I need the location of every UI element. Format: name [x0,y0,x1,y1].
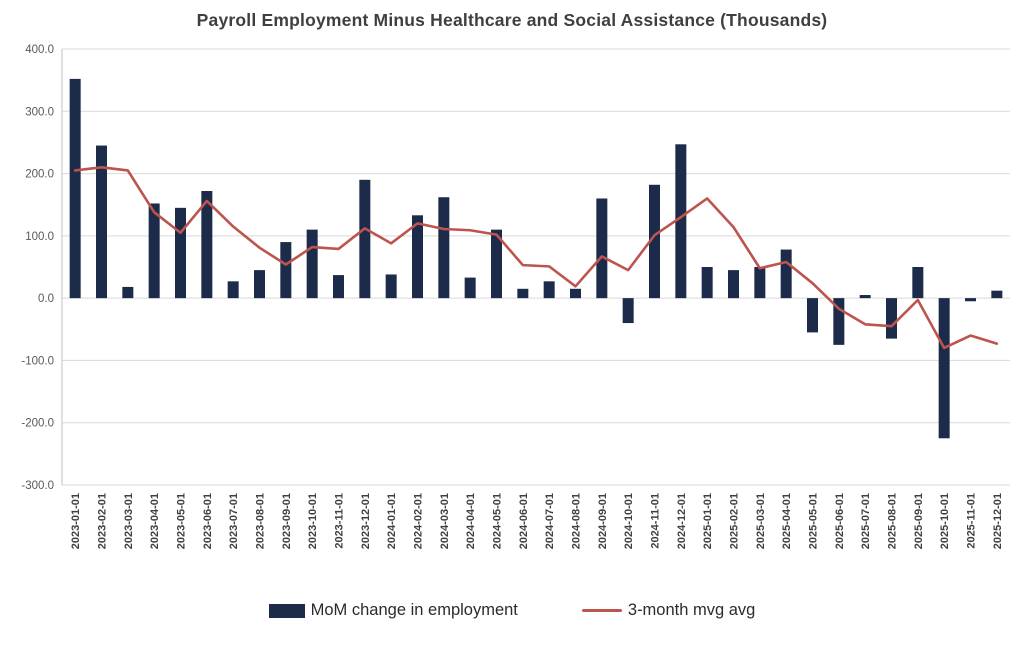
x-tick-label: 2023-05-01 [176,493,188,549]
y-tick-label: -200.0 [21,418,54,430]
bar [807,298,818,333]
bar [780,249,792,299]
bar [175,207,186,299]
legend-line-label: 3-month mvg avg [627,601,756,619]
x-tick-label: 2023-03-01 [123,493,135,549]
bar [938,298,950,439]
bar [833,298,845,345]
y-tick-label: 0.0 [38,293,54,305]
bar [886,298,897,339]
x-tick-label: 2023-09-01 [281,493,293,549]
bar [675,144,687,299]
x-tick-label: 2025-08-01 [887,493,899,549]
chart-title: Payroll Employment Minus Healthcare and … [196,10,828,30]
chart-svg: 400.0 300.0 200.0 100.0 0.0 -100.0 -200.0 -300.… [21,44,1010,549]
y-tick-label: 300.0 [25,106,54,118]
bar [306,229,318,299]
y-tick-label: -100.0 [21,355,54,367]
x-tick-label: 2023-10-01 [307,493,319,549]
bar [254,270,265,299]
bar [464,277,476,299]
bar [517,288,529,299]
x-tick-label: 2025-10-01 [939,493,951,549]
bar [69,78,81,299]
bar [991,290,1003,299]
bar [122,286,134,299]
x-tick-label: 2025-03-01 [755,493,767,549]
legend-bar-label: MoM change in employment [310,601,518,619]
bar [280,242,292,299]
line-series-swatch-icon [581,609,622,612]
bar [438,197,450,299]
y-tick-label: 100.0 [25,231,54,243]
bar [333,275,344,299]
y-tick-label: 400.0 [25,44,54,56]
bar [491,229,502,299]
bar [201,191,213,299]
x-tick-label: 2025-04-01 [781,493,793,549]
x-tick-label: 2024-05-01 [492,493,504,549]
moving-average-line [73,166,999,350]
bar [912,267,924,299]
bar [622,298,634,324]
bar [649,184,660,299]
x-tick-label: 2024-07-01 [544,493,556,549]
x-tick-label: 2025-11-01 [966,493,978,549]
x-tick-label: 2025-07-01 [860,493,872,549]
x-tick-label: 2023-02-01 [97,493,109,549]
x-tick-label: 2024-06-01 [518,493,530,549]
x-tick-label: 2023-01-01 [70,493,82,549]
x-tick-label: 2025-09-01 [913,493,925,549]
bar [96,145,107,299]
bar [728,270,739,299]
x-tick-label: 2023-11-01 [334,493,346,549]
bar [543,281,555,299]
bar [596,198,608,299]
bar [227,281,239,299]
x-tick-label: 2025-02-01 [729,493,741,549]
x-tick-label: 2024-08-01 [571,493,583,549]
x-tick-label: 2024-10-01 [623,493,635,549]
bar [359,179,371,299]
x-tick-label: 2025-05-01 [808,493,820,549]
x-tick-label: 2023-04-01 [149,493,161,549]
x-tick-label: 2024-09-01 [597,493,609,549]
x-tick-label: 2024-12-01 [676,493,688,549]
x-tick-label: 2024-01-01 [386,493,398,549]
x-tick-label: 2024-11-01 [650,493,662,549]
bar [859,295,871,299]
x-tick-label: 2023-08-01 [255,493,267,549]
x-tick-label: 2025-01-01 [702,493,714,549]
chart-legend: MoM change in employment 3-month mvg avg [0,601,1024,620]
x-tick-label: 2025-06-01 [834,493,846,549]
bar [148,203,160,299]
bar [412,215,423,299]
x-tick-label: 2023-07-01 [228,493,240,549]
bar-series-swatch-icon [268,603,305,618]
x-tick-label: 2024-02-01 [413,493,425,549]
x-tick-label: 2023-06-01 [202,493,214,549]
x-tick-label: 2023-12-01 [360,493,372,549]
bar [754,267,766,299]
bar [385,274,397,299]
legend-item-bar: MoM change in employment [268,601,518,620]
x-tick-label: 2025-12-01 [992,493,1004,549]
bar [965,298,976,302]
x-tick-label: 2024-03-01 [439,493,451,549]
bar [570,288,581,299]
y-tick-label: 200.0 [25,169,54,181]
legend-item-line: 3-month mvg avg [581,601,756,620]
y-tick-label: -300.0 [21,480,54,492]
x-tick-label: 2024-04-01 [465,493,477,549]
bar [701,267,713,299]
